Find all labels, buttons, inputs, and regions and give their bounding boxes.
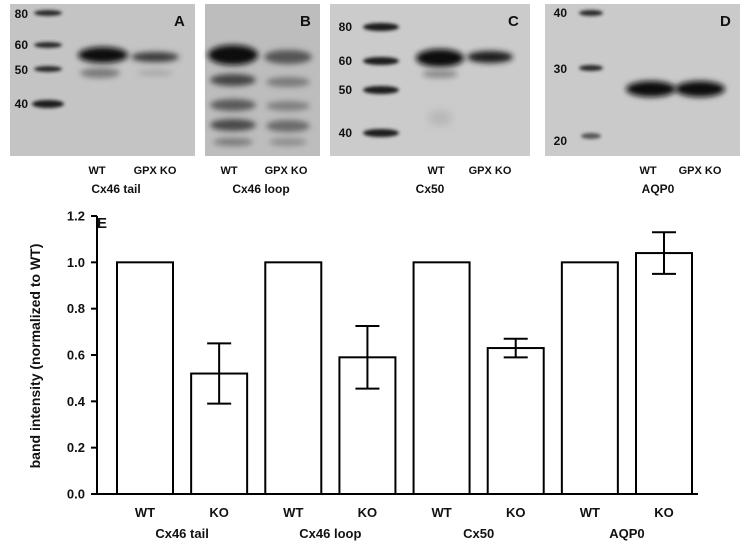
blot-c-background bbox=[330, 4, 530, 156]
bar-wt bbox=[560, 261, 619, 496]
blot-c-caption: Cx50 bbox=[416, 182, 445, 196]
blot-a-letter: A bbox=[174, 13, 185, 30]
blot-d-lane-wt: WT bbox=[639, 165, 656, 177]
x-group-label: Cx46 tail bbox=[155, 526, 208, 541]
blot-d-ladder bbox=[579, 10, 603, 139]
x-category-label: KO bbox=[506, 505, 526, 520]
blot-c-lane-wt: WT bbox=[427, 165, 444, 177]
bar-ko bbox=[635, 252, 693, 495]
blot-panel-b: B WT GPX KO Cx46 loop bbox=[205, 4, 320, 196]
bars bbox=[97, 231, 698, 496]
blot-a-bands bbox=[78, 47, 179, 78]
x-category-label: WT bbox=[135, 505, 155, 520]
x-group-label: Cx50 bbox=[463, 526, 494, 541]
x-category-label: WT bbox=[580, 505, 600, 520]
blot-a-marker-60: 60 bbox=[15, 38, 29, 52]
bar-ko bbox=[486, 347, 545, 495]
bar-chart-e: E band intensity (normalized to WT) 0.00… bbox=[27, 209, 698, 541]
x-category-label: WT bbox=[431, 505, 451, 520]
blot-panel-c: C 80 60 50 40 WT GPX KO Cx50 bbox=[330, 4, 530, 196]
x-group-label: Cx46 loop bbox=[299, 526, 361, 541]
blot-c-marker-80: 80 bbox=[339, 20, 353, 34]
y-axis-title: band intensity (normalized to WT) bbox=[27, 244, 43, 469]
chart-panel-letter: E bbox=[97, 215, 107, 232]
bar-wt bbox=[412, 261, 471, 496]
blot-d-marker-40: 40 bbox=[554, 6, 568, 20]
blot-panel-d: D 40 30 20 WT GPX KO AQP0 bbox=[545, 4, 740, 196]
blot-c-lane-ko: GPX KO bbox=[469, 165, 512, 177]
blot-a-marker-50: 50 bbox=[15, 63, 29, 77]
blot-panel-a: A 80 60 50 40 WT GPX KO Cx46 tail bbox=[10, 4, 195, 196]
blot-c-marker-40: 40 bbox=[339, 126, 353, 140]
y-tick-label: 0.2 bbox=[67, 440, 85, 455]
blot-a-ladder bbox=[32, 10, 64, 108]
x-category-label: KO bbox=[654, 505, 674, 520]
blot-a-marker-80: 80 bbox=[15, 7, 29, 21]
blot-d-lane-ko: GPX KO bbox=[679, 165, 722, 177]
blot-b-bands bbox=[208, 45, 312, 146]
blot-a-lane-wt: WT bbox=[88, 165, 105, 177]
y-tick-label: 1.0 bbox=[67, 255, 85, 270]
blot-a-lane-ko: GPX KO bbox=[134, 165, 177, 177]
bar-wt bbox=[264, 261, 323, 496]
bar-wt bbox=[116, 261, 174, 496]
blot-d-marker-30: 30 bbox=[554, 62, 568, 76]
x-category-label: WT bbox=[283, 505, 303, 520]
y-tick-label: 0.8 bbox=[67, 301, 85, 316]
blot-c-ladder bbox=[363, 23, 399, 137]
x-group-label: AQP0 bbox=[609, 526, 644, 541]
blot-c-marker-50: 50 bbox=[339, 83, 353, 97]
blot-a-background bbox=[10, 4, 195, 156]
y-tick-label: 0.0 bbox=[67, 487, 85, 502]
blot-a-marker-40: 40 bbox=[15, 97, 29, 111]
blot-b-lane-wt: WT bbox=[220, 165, 237, 177]
blot-d-marker-20: 20 bbox=[554, 134, 568, 148]
blot-d-letter: D bbox=[720, 13, 731, 30]
blot-d-background bbox=[545, 4, 740, 156]
blot-c-letter: C bbox=[508, 13, 519, 30]
blot-b-letter: B bbox=[300, 13, 311, 30]
x-category-label: KO bbox=[209, 505, 229, 520]
blot-d-caption: AQP0 bbox=[642, 182, 675, 196]
x-category-label: KO bbox=[358, 505, 378, 520]
y-tick-label: 0.6 bbox=[67, 348, 85, 363]
blot-d-bands bbox=[626, 81, 725, 97]
blot-b-caption: Cx46 loop bbox=[232, 182, 289, 196]
y-tick-label: 0.4 bbox=[67, 394, 86, 409]
blot-c-bands bbox=[416, 49, 513, 124]
blot-a-caption: Cx46 tail bbox=[91, 182, 140, 196]
y-tick-label: 1.2 bbox=[67, 209, 85, 224]
y-axis: 0.0 0.2 0.4 0.6 0.8 1.0 1.2 bbox=[67, 209, 98, 502]
blot-c-marker-60: 60 bbox=[339, 54, 353, 68]
blot-b-lane-ko: GPX KO bbox=[265, 165, 308, 177]
